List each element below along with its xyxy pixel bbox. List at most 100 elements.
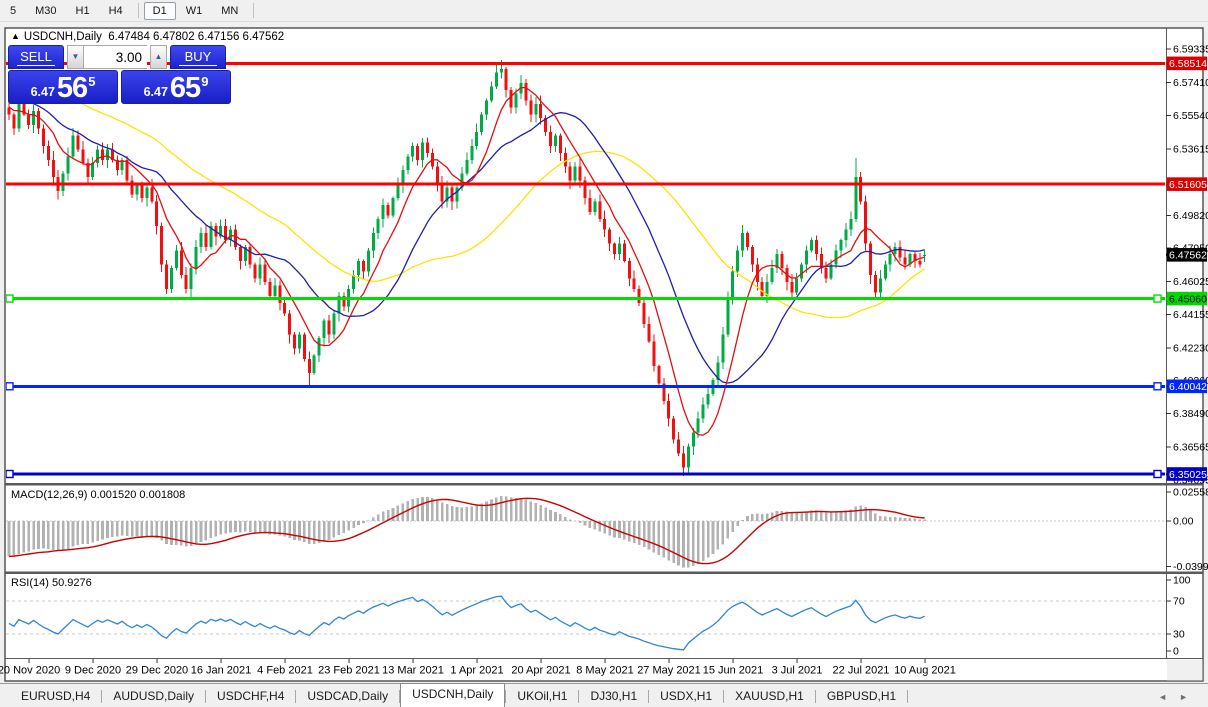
price-axis-label — [1167, 467, 1207, 481]
tab-separator — [907, 690, 909, 703]
rsi-indicator-label: RSI(14) 50.9276 — [11, 577, 92, 589]
chart-title-symbol: USDCNH,Daily — [23, 31, 102, 43]
svg-text:8 May 2021: 8 May 2021 — [576, 665, 633, 677]
tab-scroll-arrows: ◄► — [1158, 692, 1200, 702]
tab-separator — [399, 690, 401, 703]
symbol-tab-XAUUSD[interactable]: XAUUSD,H1 — [735, 689, 804, 703]
chart-frame — [4, 27, 1204, 682]
price-axis-label — [1167, 379, 1207, 394]
date-axis[interactable]: 20 Nov 2020 9 Dec 2020 29 Dec 2020 16 Jan 2… — [0, 659, 956, 677]
symbol-tab-bar: EURUSD,H4 AUDUSD,Daily USDCHF,H4 USDCAD,Dai… — [0, 683, 1208, 707]
symbol-tab-USDCHF[interactable]: USDCHF,H4 — [217, 689, 285, 703]
svg-text:70: 70 — [1173, 596, 1185, 608]
buy-button[interactable]: BUY — [170, 45, 226, 69]
svg-text:30: 30 — [1173, 629, 1185, 641]
svg-text:6.47562: 6.47562 — [1169, 250, 1207, 262]
sell-button[interactable]: SELL — [8, 45, 64, 69]
tab-separator — [723, 690, 725, 703]
timeframe-button-H1[interactable]: H1 — [75, 4, 90, 17]
svg-text:6.44155: 6.44155 — [1173, 309, 1208, 321]
volume-increase-button[interactable]: ▲ — [150, 45, 167, 69]
symbol-tab-USDCNH[interactable]: USDCNH,Daily — [400, 683, 506, 707]
chart-title-ohlc: 6.47484 6.47802 6.47156 6.47562 — [108, 31, 285, 43]
svg-text:9 Dec 2020: 9 Dec 2020 — [65, 665, 121, 677]
tab-scroll-right-icon[interactable]: ► — [1179, 692, 1200, 702]
svg-text:6.51605: 6.51605 — [1169, 179, 1207, 191]
symbol-tab-GBPUSD[interactable]: GBPUSD,H1 — [826, 689, 897, 703]
symbol-tab-AUDUSD[interactable]: AUDUSD,Daily — [113, 689, 195, 703]
svg-text:6.42230: 6.42230 — [1173, 343, 1208, 355]
tab-scroll-left-icon[interactable]: ◄ — [1158, 692, 1180, 702]
timeframe-button-5[interactable]: 5 — [10, 4, 17, 17]
tab-separator — [205, 690, 207, 703]
svg-text:6.38490: 6.38490 — [1173, 408, 1208, 420]
svg-text:4 Feb 2021: 4 Feb 2021 — [257, 665, 313, 677]
svg-text:20 Nov 2020: 20 Nov 2020 — [0, 665, 60, 677]
macd-indicator-label: MACD(12,26,9) 0.001520 0.001808 — [11, 489, 186, 501]
price-axis-label — [1167, 291, 1207, 306]
symbol-tab-USDCAD[interactable]: USDCAD,Daily — [307, 689, 389, 703]
one-click-trading-panel: SELL ▼ ▲ BUY 6.47 56 5 6.47 65 9 — [8, 45, 232, 104]
timeframe-button-W1[interactable]: W1 — [185, 4, 203, 17]
sell-price-big: 56 — [56, 72, 88, 104]
level-line-handle[interactable] — [6, 294, 14, 303]
svg-text:6.49820: 6.49820 — [1173, 210, 1208, 222]
price-axis-label — [1167, 56, 1207, 71]
tab-separator — [648, 690, 650, 703]
rsi-pane[interactable] — [6, 595, 1165, 651]
volume-decrease-button[interactable]: ▼ — [67, 45, 84, 69]
svg-text:0.025587: 0.025587 — [1173, 486, 1208, 498]
svg-text:1 Apr 2021: 1 Apr 2021 — [450, 665, 503, 677]
symbol-tab-UKOil[interactable]: UKOil,H1 — [517, 689, 568, 703]
symbol-tab-USDX[interactable]: USDX,H1 — [660, 689, 713, 703]
svg-text:15 Jun 2021: 15 Jun 2021 — [703, 665, 764, 677]
price-axis[interactable]: 6.593356.574106.555406.536156.498206.479… — [1166, 44, 1208, 487]
svg-text:13 Mar 2021: 13 Mar 2021 — [382, 665, 444, 677]
svg-text:6.53615: 6.53615 — [1173, 143, 1208, 155]
timeframe-button-D1[interactable]: D1 — [143, 1, 176, 20]
svg-text:100: 100 — [1173, 575, 1191, 587]
timeframe-button-M30[interactable]: M30 — [35, 4, 57, 17]
sell-price-sup: 5 — [88, 74, 96, 89]
svg-text:6.58514: 6.58514 — [1169, 58, 1207, 70]
buy-price-prefix: 6.47 — [143, 85, 168, 99]
svg-text:20 Apr 2021: 20 Apr 2021 — [511, 665, 570, 677]
price-axis-label — [1167, 177, 1207, 191]
level-line-handle[interactable] — [6, 469, 14, 479]
tab-separator — [578, 690, 580, 703]
level-line-handle[interactable] — [1153, 294, 1162, 303]
level-line-handle[interactable] — [1153, 469, 1162, 479]
svg-text:6.36565: 6.36565 — [1173, 442, 1208, 454]
chart-title: ▲ USDCNH,Daily 6.47484 6.47802 6.47156 6.… — [11, 31, 284, 43]
timeframe-button-H4[interactable]: H4 — [108, 4, 123, 17]
svg-text:22 Jul 2021: 22 Jul 2021 — [833, 665, 890, 677]
sell-price-box[interactable]: 6.47 56 5 — [8, 70, 118, 104]
macd-signal-line — [8, 497, 925, 565]
svg-text:6.59335: 6.59335 — [1173, 44, 1208, 56]
symbol-tab-DJ30[interactable]: DJ30,H1 — [590, 689, 638, 703]
macd-histogram — [7, 496, 926, 568]
macd-pane[interactable] — [6, 496, 1165, 568]
buy-price-big: 65 — [169, 72, 201, 104]
level-line-handle[interactable] — [1153, 382, 1162, 391]
svg-text:0.00: 0.00 — [1173, 516, 1194, 528]
svg-text:6.40042: 6.40042 — [1169, 381, 1207, 393]
tab-separator — [295, 690, 297, 703]
timeframe-button-MN[interactable]: MN — [221, 4, 239, 17]
volume-input[interactable] — [84, 45, 147, 69]
level-line-handle[interactable] — [6, 382, 14, 391]
svg-text:6.35025: 6.35025 — [1169, 469, 1207, 481]
tab-separator — [814, 690, 816, 703]
indicator-axis: 0.025587 0.00 -0.039928 100 70 30 0 — [1166, 486, 1208, 658]
svg-text:6.57410: 6.57410 — [1173, 77, 1208, 89]
buy-price-box[interactable]: 6.47 65 9 — [121, 70, 231, 104]
tab-separator — [101, 690, 103, 703]
chevron-down-icon: ▼ — [71, 52, 80, 61]
price-axis-label — [1167, 248, 1207, 262]
symbol-tab-EURUSD[interactable]: EURUSD,H4 — [21, 689, 91, 703]
collapse-triangle-icon[interactable]: ▲ — [11, 31, 20, 41]
svg-text:16 Jan 2021: 16 Jan 2021 — [191, 665, 252, 677]
svg-text:6.55540: 6.55540 — [1173, 110, 1208, 122]
timeframe-toolbar: 5 M30 H1 H4 D1 W1 MN — [0, 0, 1208, 22]
